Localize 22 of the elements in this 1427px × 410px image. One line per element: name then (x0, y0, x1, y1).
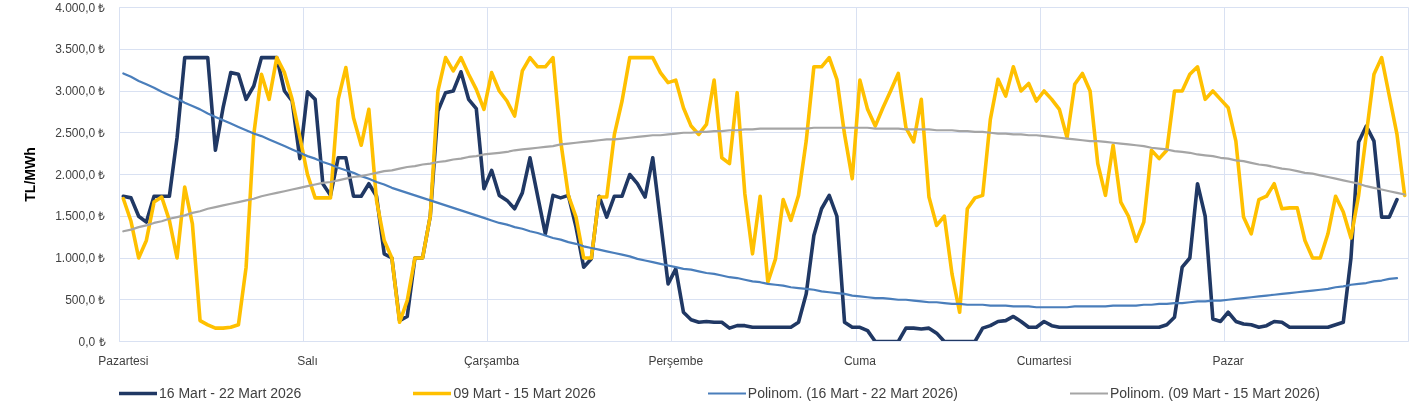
legend-label: 09 Mart - 15 Mart 2026 (453, 385, 596, 401)
y-tick-label: 3.500,0 ₺ (55, 42, 106, 57)
y-tick-label: 1.000,0 ₺ (55, 251, 106, 265)
x-tick-label: Pazar (1212, 353, 1244, 368)
y-axis-title: TL/MWh (22, 147, 39, 202)
y-tick-label: 2.000,0 ₺ (55, 167, 106, 182)
y-tick-label: 500,0 ₺ (65, 292, 106, 307)
legend-label: Polinom. (16 Mart - 22 Mart 2026) (747, 385, 958, 401)
x-tick-label: Pazartesi (98, 353, 149, 368)
x-tick-label: Cumartesi (1016, 353, 1072, 368)
line-series (122, 126, 1406, 233)
x-tick-label: Çarşamba (463, 353, 520, 368)
y-tick-label: 2.500,0 ₺ (55, 125, 106, 140)
x-tick-label: Perşembe (648, 353, 704, 368)
legend-label: Polinom. (09 Mart - 15 Mart 2026) (1109, 385, 1320, 401)
y-tick-label: 4.000,0 ₺ (55, 0, 106, 15)
y-tick-label: 0,0 ₺ (78, 334, 106, 349)
y-tick-label: 3.000,0 ₺ (55, 84, 106, 98)
y-tick-label: 1.500,0 ₺ (55, 209, 106, 224)
x-tick-label: Cuma (843, 353, 877, 368)
legend-label: 16 Mart - 22 Mart 2026 (159, 385, 302, 401)
x-tick-label: Salı (297, 353, 318, 368)
